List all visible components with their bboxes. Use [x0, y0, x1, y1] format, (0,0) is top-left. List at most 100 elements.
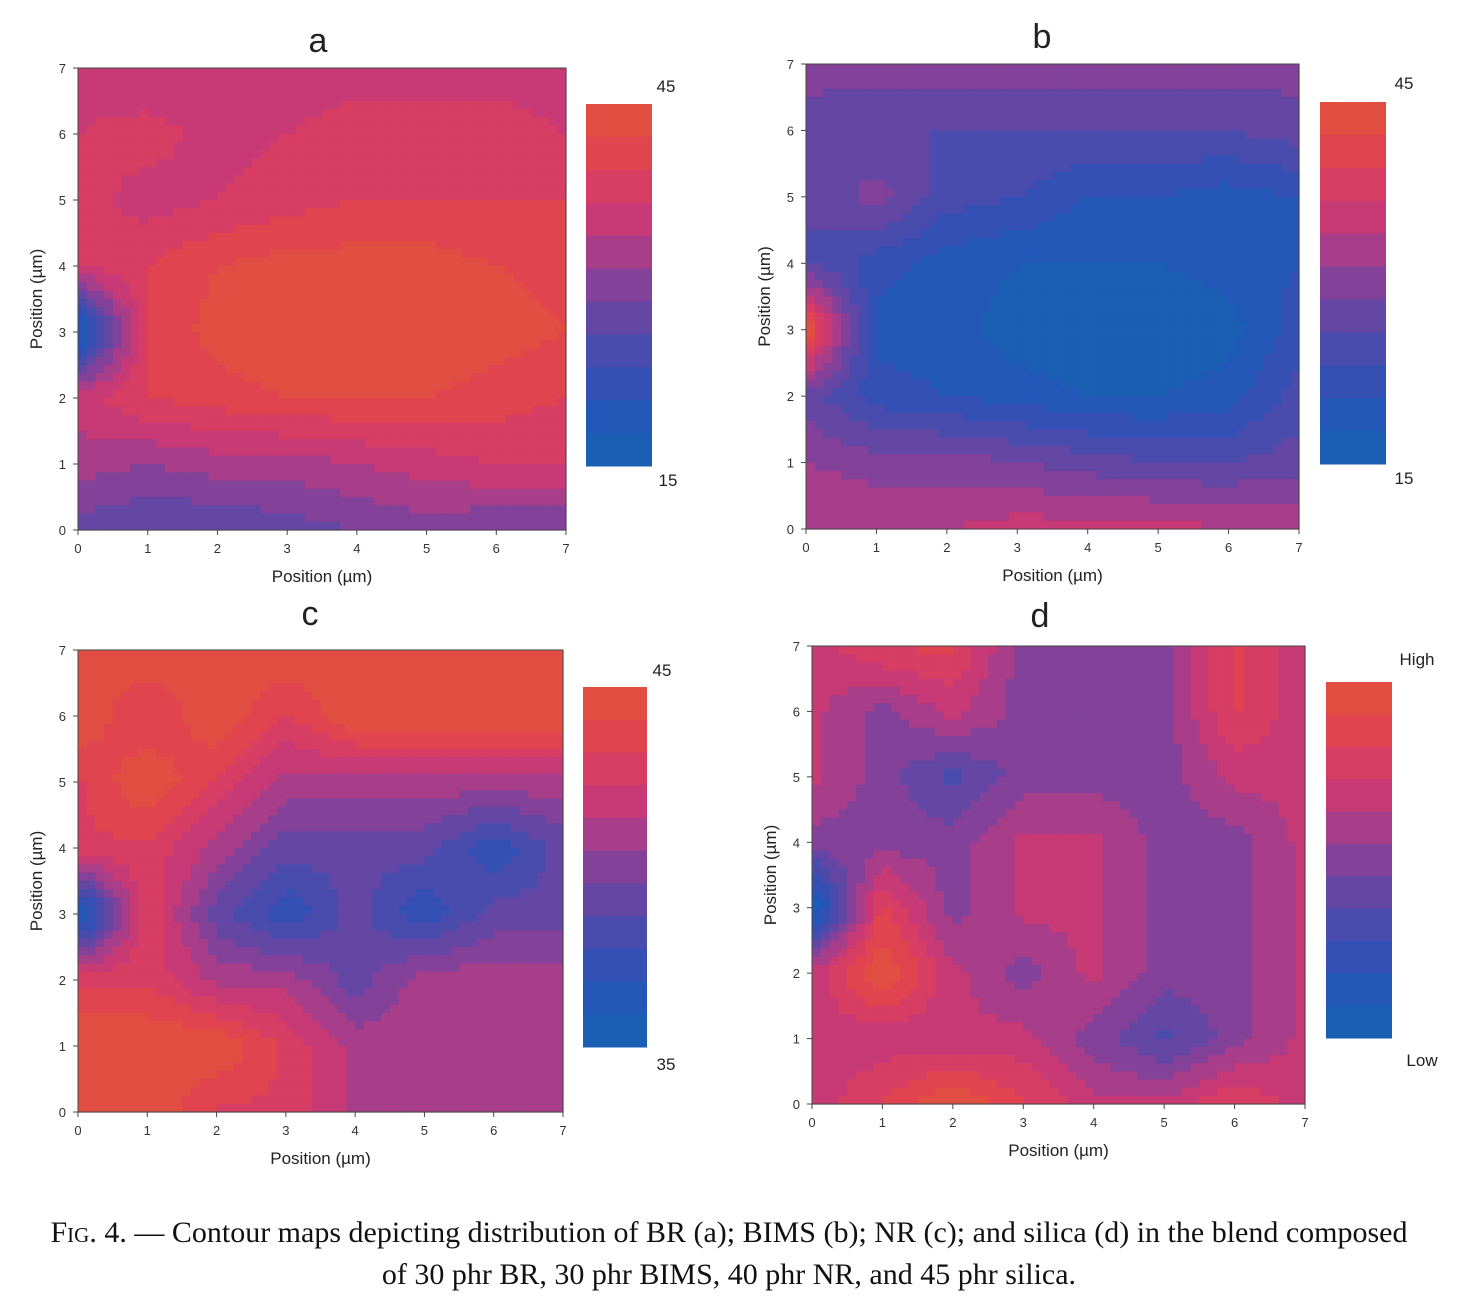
contour-cell: [470, 323, 480, 333]
contour-cell: [470, 381, 480, 391]
contour-cell: [1096, 113, 1106, 123]
contour-cell: [470, 150, 480, 160]
contour-cell: [234, 282, 245, 292]
contour-cell: [478, 208, 489, 218]
contour-cell: [1114, 64, 1124, 73]
contour-cell: [1210, 180, 1221, 190]
contour-cell: [173, 257, 184, 267]
contour-cell: [1140, 180, 1150, 190]
contour-cell: [165, 323, 175, 333]
contour-cell: [1105, 64, 1115, 73]
contour-cell: [1158, 180, 1168, 190]
contour-cell: [1166, 238, 1177, 248]
contour-cell: [1043, 188, 1054, 198]
contour-cell: [121, 257, 131, 267]
contour-cell: [365, 249, 375, 259]
contour-cell: [902, 230, 913, 239]
contour-cell: [173, 241, 184, 251]
contour-cell: [417, 290, 428, 300]
contour-cell: [806, 254, 816, 264]
contour-cell: [946, 304, 957, 314]
contour-cell: [287, 406, 297, 416]
contour-cell: [217, 365, 227, 374]
contour-cell: [1096, 138, 1106, 148]
contour-cell: [139, 381, 149, 391]
contour-cell: [531, 439, 541, 449]
contour-cell: [287, 307, 297, 317]
contour-cell: [112, 109, 123, 119]
contour-cell: [278, 497, 288, 506]
contour-cell: [1017, 213, 1027, 223]
contour-cell: [156, 348, 166, 358]
contour-cell: [964, 97, 974, 107]
contour-cell: [112, 439, 123, 449]
contour-cell: [173, 158, 184, 168]
contour-cell: [234, 406, 245, 416]
contour-cell: [330, 224, 341, 234]
contour-cell: [391, 282, 402, 292]
contour-cell: [417, 125, 428, 135]
contour-cell: [383, 224, 393, 234]
contour-cell: [938, 147, 948, 156]
contour-cell: [208, 233, 219, 242]
contour-cell: [409, 447, 419, 457]
contour-cell: [165, 117, 175, 127]
contour-cell: [1175, 238, 1186, 248]
contour-cell: [200, 406, 210, 416]
contour-cell: [234, 447, 245, 457]
contour-cell: [139, 414, 149, 424]
contour-cell: [191, 323, 201, 333]
contour-cell: [383, 348, 393, 358]
contour-cell: [409, 472, 419, 482]
contour-cell: [121, 332, 131, 341]
contour-cell: [356, 307, 367, 317]
contour-cell: [841, 163, 851, 173]
contour-cell: [1219, 138, 1230, 148]
contour-cell: [400, 167, 410, 176]
contour-cell: [964, 122, 974, 132]
contour-cell: [130, 480, 140, 490]
y-axis-label: Position (µm): [27, 249, 46, 349]
contour-cell: [505, 216, 515, 226]
contour-cell: [374, 92, 384, 102]
contour-cell: [383, 200, 393, 209]
contour-cell: [147, 323, 158, 333]
contour-cell: [426, 200, 436, 209]
contour-cell: [208, 315, 219, 325]
contour-cell: [409, 480, 419, 490]
contour-cell: [496, 150, 506, 160]
contour-cell: [487, 472, 497, 482]
contour-cell: [278, 307, 288, 317]
contour-cell: [938, 230, 948, 239]
contour-cell: [417, 447, 428, 457]
contour-cell: [990, 122, 1001, 132]
contour-cell: [1087, 254, 1098, 264]
contour-cell: [1149, 205, 1159, 215]
contour-cell: [946, 254, 957, 264]
contour-cell: [539, 134, 550, 143]
contour-cell: [435, 109, 445, 119]
contour-cell: [95, 175, 105, 185]
contour-cell: [409, 381, 419, 391]
contour-cell: [121, 414, 131, 424]
contour-cell: [391, 315, 402, 325]
contour-cell: [322, 389, 332, 399]
contour-cell: [348, 109, 358, 119]
contour-cell: [1263, 313, 1274, 323]
contour-cell: [929, 230, 939, 239]
contour-cell: [1290, 263, 1300, 273]
contour-cell: [330, 497, 341, 506]
contour-cell: [1166, 171, 1177, 181]
contour-cell: [513, 216, 524, 226]
contour-cell: [1122, 105, 1133, 115]
contour-cell: [548, 224, 558, 234]
contour-cell: [234, 68, 245, 77]
contour-cell: [1114, 113, 1124, 123]
contour-cell: [1175, 196, 1186, 206]
contour-cell: [234, 422, 245, 432]
contour-cell: [217, 167, 227, 176]
contour-cell: [1096, 188, 1106, 198]
contour-cell: [330, 167, 341, 176]
contour-cell: [409, 521, 419, 531]
contour-cell: [1281, 171, 1291, 181]
